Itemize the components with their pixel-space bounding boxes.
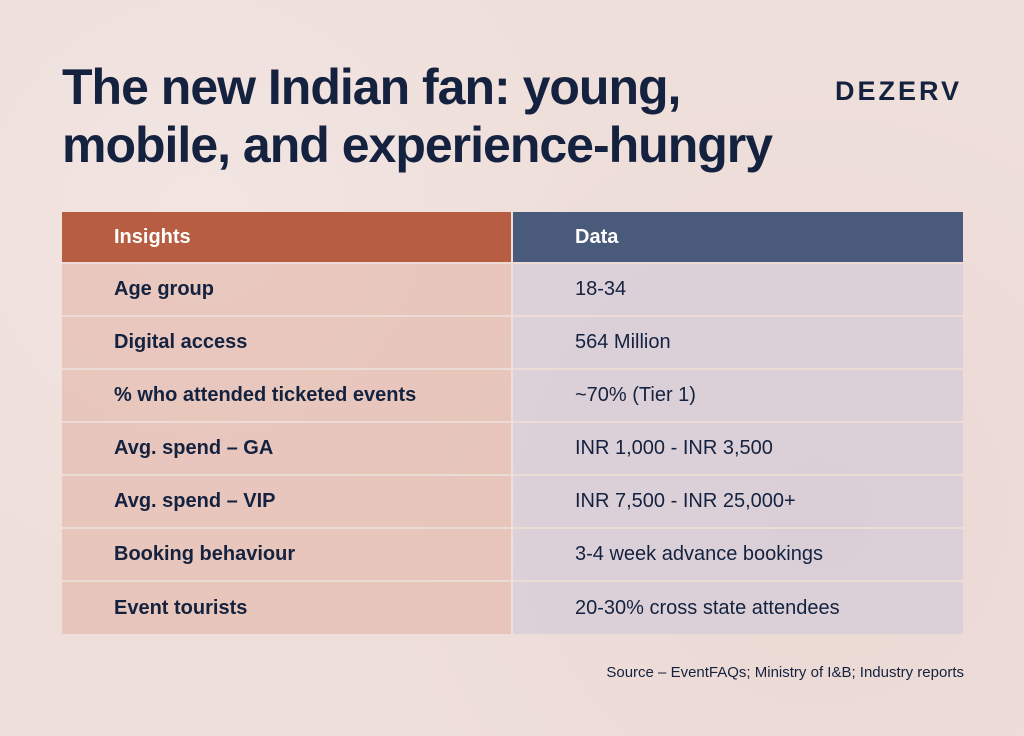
table-row: Avg. spend – GA INR 1,000 - INR 3,500 (62, 421, 963, 475)
table-row: Avg. spend – VIP INR 7,500 - INR 25,000+ (62, 474, 963, 528)
table-row: Event tourists 20-30% cross state attend… (62, 580, 963, 634)
column-header-insights: Insights (62, 212, 513, 263)
data-cell: INR 7,500 - INR 25,000+ (512, 474, 963, 528)
table-header-row: Insights Data (62, 212, 963, 263)
title-line-1: The new Indian fan: young, (62, 59, 681, 115)
brand-logo: DEZERV (834, 76, 962, 106)
source-note: Source – EventFAQs; Ministry of I&B; Ind… (606, 664, 964, 681)
data-cell: 3-4 week advance bookings (512, 527, 963, 581)
table-row: % who attended ticketed events ~70% (Tie… (62, 368, 963, 422)
insight-cell: Event tourists (62, 580, 513, 634)
page-title: The new Indian fan: young, mobile, and e… (62, 58, 822, 174)
title-line-2: mobile, and experience-hungry (62, 117, 773, 173)
column-header-data: Data (512, 212, 963, 263)
insight-cell: Avg. spend – VIP (62, 474, 513, 528)
insight-cell: Avg. spend – GA (62, 421, 513, 475)
data-cell: 564 Million (512, 315, 963, 369)
table-row: Digital access 564 Million (62, 315, 963, 369)
insight-cell: Booking behaviour (62, 527, 513, 581)
data-cell: 20-30% cross state attendees (512, 580, 963, 634)
table-row: Age group 18-34 (62, 262, 963, 316)
insight-cell: % who attended ticketed events (62, 368, 513, 422)
insights-table: Insights Data Age group 18-34 Digital ac… (62, 212, 963, 634)
data-cell: 18-34 (512, 262, 963, 316)
data-cell: ~70% (Tier 1) (512, 368, 963, 422)
data-cell: INR 1,000 - INR 3,500 (512, 421, 963, 475)
table-row: Booking behaviour 3-4 week advance booki… (62, 527, 963, 581)
insight-cell: Age group (62, 262, 513, 316)
insight-cell: Digital access (62, 315, 513, 369)
